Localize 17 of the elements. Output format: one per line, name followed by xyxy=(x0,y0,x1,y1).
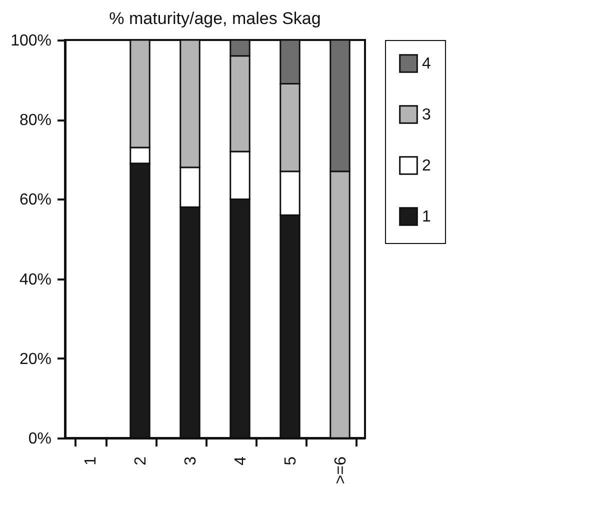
y-tick-label: 100% xyxy=(10,32,52,50)
legend-label: 2 xyxy=(422,158,431,174)
chart-title: % maturity/age, males Skag xyxy=(109,9,321,28)
legend-label: 1 xyxy=(422,208,431,226)
y-tick-label: 0% xyxy=(28,430,52,448)
legend-label: 4 xyxy=(422,56,431,72)
x-tick-label: 2 xyxy=(132,456,150,466)
y-tick-label: 20% xyxy=(19,350,52,368)
x-tick-label: 3 xyxy=(182,456,200,466)
y-tick-label: 40% xyxy=(19,271,52,288)
y-tick-label: 80% xyxy=(19,112,52,130)
y-tick-label: 60% xyxy=(19,192,52,209)
legend-label: 3 xyxy=(422,106,431,124)
x-tick-label: 5 xyxy=(282,456,300,466)
x-tick-label: >=6 xyxy=(332,456,350,484)
x-tick-label: 1 xyxy=(82,456,100,466)
x-tick-label: 4 xyxy=(232,456,250,466)
